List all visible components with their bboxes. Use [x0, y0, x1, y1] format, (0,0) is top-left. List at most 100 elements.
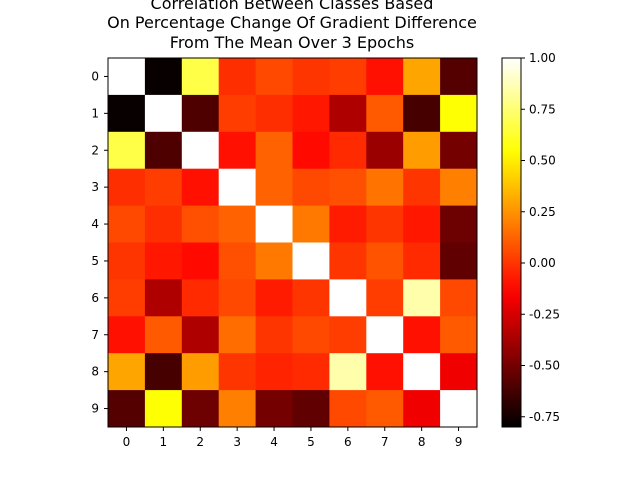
heatmap-cell-r6-c9: [440, 279, 478, 317]
heatmap-cell-r2-c4: [255, 131, 293, 170]
heatmap-cell-r4-c7: [366, 205, 404, 243]
heatmap-cell-r1-c5: [292, 94, 330, 133]
heatmap-cell-r5-c4: [255, 242, 293, 280]
heatmap-cell-r8-c3: [218, 353, 257, 391]
heatmap-cell-r7-c5: [292, 316, 330, 354]
heatmap-cell-r7-c1: [144, 316, 183, 354]
x-tick-label-0: 0: [123, 435, 131, 449]
y-tick-label-5: 5: [91, 254, 99, 268]
heatmap-cell-r2-c8: [403, 131, 441, 170]
heatmap-cell-r8-c6: [329, 353, 367, 391]
heatmap-cell-r7-c9: [440, 316, 478, 354]
heatmap-cell-r2-c5: [292, 131, 330, 170]
heatmap-cell-r3-c7: [366, 168, 404, 207]
heatmap-cell-r0-c0: [108, 58, 146, 96]
y-tick-label-6: 6: [91, 291, 99, 305]
heatmap-cell-r4-c0: [108, 205, 146, 243]
heatmap-cell-r0-c2: [181, 58, 220, 96]
x-tick-label-9: 9: [455, 435, 463, 449]
heatmap-cell-r1-c7: [366, 94, 404, 133]
x-tick-label-3: 3: [233, 435, 241, 449]
y-axis-ticks: 0 1 2 3 4 5 6 7 8 9: [91, 69, 108, 416]
heatmap-cell-r6-c7: [366, 279, 404, 317]
heatmap-cell-r3-c8: [403, 168, 441, 207]
heatmap-cell-r5-c9: [440, 242, 478, 280]
x-tick-label-2: 2: [196, 435, 204, 449]
heatmap-cell-r6-c2: [181, 279, 220, 317]
heatmap-cell-r9-c4: [255, 390, 293, 428]
heatmap-cell-r7-c6: [329, 316, 367, 354]
colorbar-tick-label-1: -0.50: [529, 359, 560, 373]
heatmap-cell-r5-c8: [403, 242, 441, 280]
heatmap-cell-r1-c1: [144, 94, 183, 133]
heatmap-cell-r2-c2: [181, 131, 220, 170]
heatmap-cell-r1-c6: [329, 94, 367, 133]
heatmap-cell-r6-c8: [403, 279, 441, 317]
heatmap-cell-r5-c7: [366, 242, 404, 280]
heatmap-cell-r9-c5: [292, 390, 330, 428]
heatmap-cell-r4-c6: [329, 205, 367, 243]
heatmap-cell-r8-c0: [108, 353, 146, 391]
chart-title-line-2: On Percentage Change Of Gradient Differe…: [107, 13, 477, 32]
heatmap-cell-r3-c4: [255, 168, 293, 207]
colorbar-tick-label-6: 0.75: [529, 102, 556, 116]
chart-title-line-3: From The Mean Over 3 Epochs: [170, 33, 414, 52]
heatmap-cell-r2-c1: [144, 131, 183, 170]
heatmap-cell-r3-c3: [218, 168, 257, 207]
heatmap-cell-r2-c0: [108, 131, 146, 170]
heatmap-cell-r9-c7: [366, 390, 404, 428]
colorbar-tick-label-2: -0.25: [529, 307, 560, 321]
heatmap-cell-r7-c7: [366, 316, 404, 354]
heatmap-cell-r8-c8: [403, 353, 441, 391]
colorbar: [501, 57, 522, 428]
heatmap-cell-r4-c2: [181, 205, 220, 243]
heatmap-cell-r6-c0: [108, 279, 146, 317]
heatmap-cell-r2-c6: [329, 131, 367, 170]
heatmap-cell-r0-c4: [255, 58, 293, 96]
heatmap-cell-r8-c2: [181, 353, 220, 391]
heatmap-cell-r5-c1: [144, 242, 183, 280]
heatmap-cell-r3-c6: [329, 168, 367, 207]
heatmap-cell-r6-c3: [218, 279, 257, 317]
heatmap-cell-r1-c3: [218, 94, 257, 133]
heatmap-cell-r6-c4: [255, 279, 293, 317]
heatmap-cell-r9-c1: [144, 390, 183, 428]
heatmap-cell-r9-c8: [403, 390, 441, 428]
heatmap-cell-r0-c1: [144, 58, 183, 96]
x-tick-label-8: 8: [418, 435, 426, 449]
heatmap-cell-r2-c3: [218, 131, 257, 170]
heatmap-cell-r0-c3: [218, 58, 257, 96]
heatmap-cell-r8-c7: [366, 353, 404, 391]
heatmap-cell-r3-c0: [108, 168, 146, 207]
heatmap-cell-r8-c4: [255, 353, 293, 391]
heatmap-cell-r1-c4: [255, 94, 293, 133]
colorbar-tick-label-3: 0.00: [529, 256, 556, 270]
x-axis-ticks: 0 1 2 3 4 5 6 7 8 9: [123, 427, 463, 449]
heatmap-cell-r0-c9: [440, 58, 478, 96]
heatmap-cell-r7-c0: [108, 316, 146, 354]
heatmap-cell-r9-c6: [329, 390, 367, 428]
heatmap-cell-r4-c8: [403, 205, 441, 243]
axes-frame: [107, 57, 478, 428]
heatmap-cell-r1-c2: [181, 94, 220, 133]
heatmap-cell-r4-c9: [440, 205, 478, 243]
colorbar-ticks: -0.75 -0.50 -0.25 0.00 0.25 0.50 0.75 1.00: [521, 51, 560, 424]
heatmap-cell-r3-c9: [440, 168, 478, 207]
colorbar-tick-label-5: 0.50: [529, 154, 556, 168]
colorbar-tick-label-7: 1.00: [529, 51, 556, 65]
heatmap-cell-r9-c3: [218, 390, 257, 428]
y-tick-label-1: 1: [91, 106, 99, 120]
colorbar-tick-label-4: 0.25: [529, 205, 556, 219]
heatmap-cell-r4-c3: [218, 205, 257, 243]
x-tick-label-5: 5: [307, 435, 315, 449]
y-tick-label-8: 8: [91, 365, 99, 379]
heatmap-cell-r1-c8: [403, 94, 441, 133]
heatmap-cell-r6-c6: [329, 279, 367, 317]
y-tick-label-4: 4: [91, 217, 99, 231]
heatmap-cell-r1-c9: [440, 94, 478, 133]
y-tick-label-0: 0: [91, 69, 99, 83]
chart-title-line-1: Correlation Between Classes Based: [151, 0, 434, 13]
heatmap-cell-r0-c8: [403, 58, 441, 96]
heatmap-cell-r5-c5: [292, 242, 330, 280]
heatmap-cell-r4-c1: [144, 205, 183, 243]
